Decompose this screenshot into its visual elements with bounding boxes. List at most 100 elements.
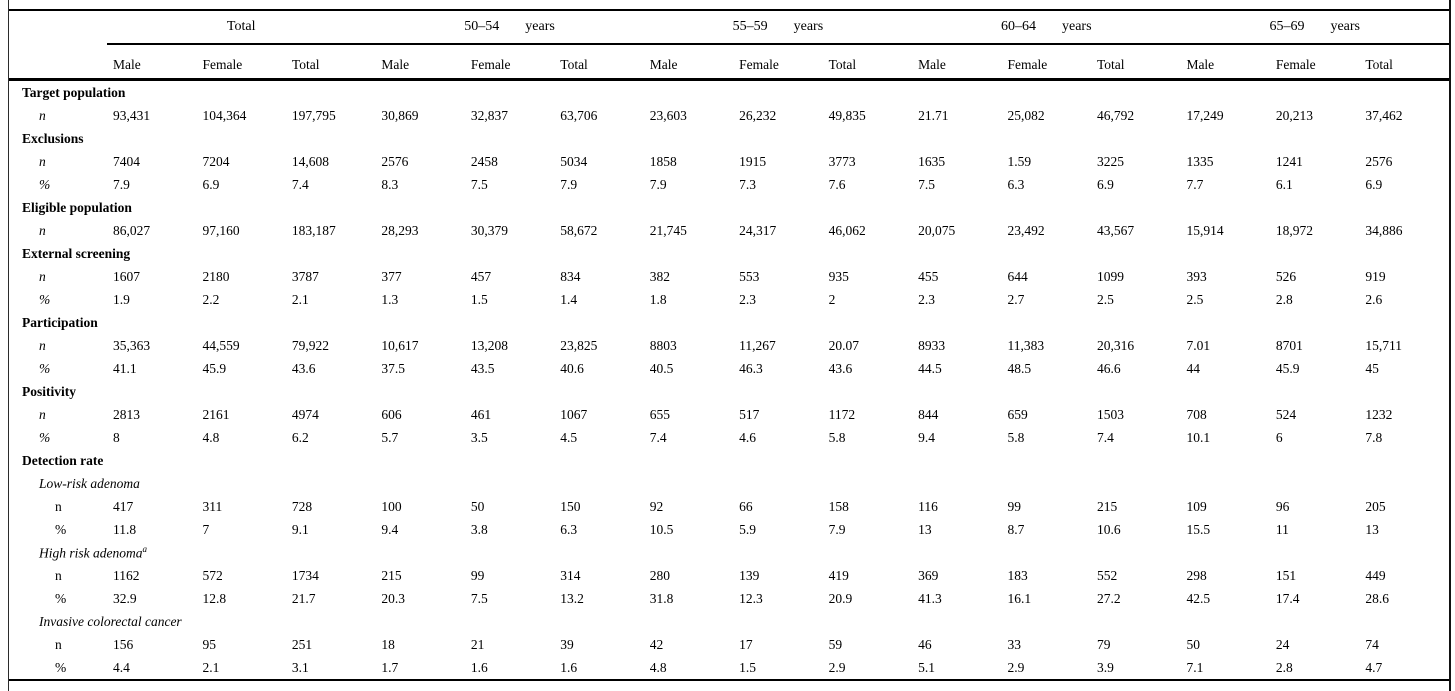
- cell: 2.3: [918, 291, 935, 307]
- table-row: n 1607 2180 3787 377 457 834 382 553 935 455 644 109…: [9, 265, 1449, 288]
- cell: 26,232: [739, 107, 777, 123]
- table-row: n 93,431 104,364 197,795 30,869 32,837 63,706 2…: [9, 104, 1449, 127]
- cell: 461: [470, 406, 492, 422]
- cell: 7.01: [1186, 337, 1211, 353]
- cell: 156: [113, 636, 134, 652]
- cell: 6.9: [1096, 176, 1114, 192]
- cell: 139: [739, 567, 760, 583]
- column-header: Male: [375, 44, 465, 81]
- table-row: Target population: [9, 80, 1449, 105]
- row-label: n: [39, 153, 46, 169]
- cell: 35,363: [113, 337, 151, 353]
- cell: 552: [1096, 567, 1118, 583]
- cell: 99: [1007, 498, 1022, 514]
- cell: 644: [1007, 268, 1028, 284]
- column-group-header: 65–69 years: [1180, 10, 1449, 45]
- group-unit: years: [1330, 19, 1360, 34]
- table-row: % 41.1 45.9 43.6 37.5 43.5 40.6 40.5 46.3 43.6 44.…: [9, 357, 1449, 380]
- cell: 97,160: [202, 222, 240, 238]
- cell: 1858: [649, 153, 677, 169]
- cell: 10.6: [1096, 521, 1121, 537]
- cell: 11: [1275, 521, 1289, 537]
- cell: 1067: [560, 406, 588, 422]
- cell: 455: [918, 268, 939, 284]
- table-row: External screening: [9, 242, 1449, 265]
- cell: 86,027: [113, 222, 151, 238]
- table-row: % 8 4.8 6.2 5.7 3.5 4.5 7.4 4.6 5.8 9.4 5.8 7.4 10.1 6…: [9, 426, 1449, 449]
- group-unit: years: [525, 19, 555, 34]
- cell: 1099: [1096, 268, 1124, 284]
- section-label: Exclusions: [22, 130, 84, 146]
- cell: 205: [1365, 498, 1386, 514]
- group-title: 50–54: [464, 19, 500, 34]
- cell: 45: [1365, 360, 1379, 376]
- cell: 44: [1186, 360, 1200, 376]
- table-row: Exclusions: [9, 127, 1449, 150]
- cell: 7.9: [649, 176, 667, 192]
- cell: 45.9: [1275, 360, 1300, 376]
- cell: 20.07: [828, 337, 859, 353]
- cell: 40.6: [560, 360, 584, 376]
- cell: 12.8: [202, 590, 227, 606]
- column-header: Total: [285, 44, 376, 81]
- cell: 2.3: [739, 291, 757, 307]
- cell: 834: [560, 268, 581, 284]
- cell: 7.9: [560, 176, 578, 192]
- cell: 46,062: [828, 222, 866, 238]
- row-label: n: [39, 222, 46, 238]
- cell: 7.7: [1186, 176, 1204, 192]
- section-label: Participation: [22, 314, 98, 330]
- cell: 28.6: [1365, 590, 1389, 606]
- cell: 10.5: [649, 521, 674, 537]
- table-row: n 35,363 44,559 79,922 10,617 13,208 23,825 880…: [9, 334, 1449, 357]
- cell: 96: [1275, 498, 1290, 514]
- cell: 46,792: [1096, 107, 1135, 123]
- column-header: Male: [107, 44, 197, 81]
- cell: 48.5: [1007, 360, 1032, 376]
- cell: 2576: [1365, 153, 1393, 169]
- row-label: %: [55, 521, 67, 537]
- cell: 32.9: [113, 590, 137, 606]
- cell: 46: [918, 636, 932, 652]
- row-label: %: [39, 176, 51, 192]
- row-label: %: [39, 360, 51, 376]
- table-row: Participation: [9, 311, 1449, 334]
- cell: 30,869: [381, 107, 419, 123]
- cell: 37.5: [381, 360, 405, 376]
- cell: 9.4: [918, 429, 935, 445]
- cell: 708: [1186, 406, 1207, 422]
- cell: 45.9: [202, 360, 227, 376]
- page: Total 50–54 years 55–59 years 60–64 years 65–69…: [8, 0, 1451, 691]
- table-row: % 7.9 6.9 7.4 8.3 7.5 7.9 7.9 7.3 7.6 7.5 6.3 6.9 7.7…: [9, 173, 1449, 196]
- cell: 20,213: [1275, 107, 1314, 123]
- section-label: External screening: [22, 245, 131, 261]
- cell: 20.9: [828, 590, 853, 606]
- cell: 4.5: [560, 429, 578, 445]
- cell: 2180: [202, 268, 230, 284]
- cell: 41.3: [918, 590, 942, 606]
- cell: 4.6: [739, 429, 757, 445]
- cell: 20.3: [381, 590, 405, 606]
- cell: 10,617: [381, 337, 419, 353]
- cell: 1.59: [1007, 153, 1032, 169]
- cell: 1.3: [381, 291, 399, 307]
- table-row: % 32.9 12.8 21.7 20.3 7.5 13.2 31.8 12.3 20.9 41.3…: [9, 587, 1449, 610]
- table-row: High risk adenomaa: [9, 541, 1449, 564]
- cell: 9.1: [291, 521, 309, 537]
- cell: 1.6: [470, 659, 488, 675]
- row-label: %: [55, 590, 67, 606]
- cell: 4.7: [1365, 659, 1383, 675]
- row-label: n: [55, 636, 62, 652]
- cell: 13: [918, 521, 932, 537]
- cell: 5.8: [828, 429, 846, 445]
- section-label: Eligible population: [22, 199, 132, 215]
- group-unit: years: [1061, 19, 1092, 34]
- cell: 457: [470, 268, 492, 284]
- cell: 2.6: [1365, 291, 1383, 307]
- cell: 109: [1186, 498, 1207, 514]
- cell: 158: [828, 498, 849, 514]
- column-group-header: 50–54 years: [375, 10, 644, 45]
- cell: 63,706: [560, 107, 598, 123]
- column-header: Total: [822, 44, 913, 81]
- cell: 99: [470, 567, 485, 583]
